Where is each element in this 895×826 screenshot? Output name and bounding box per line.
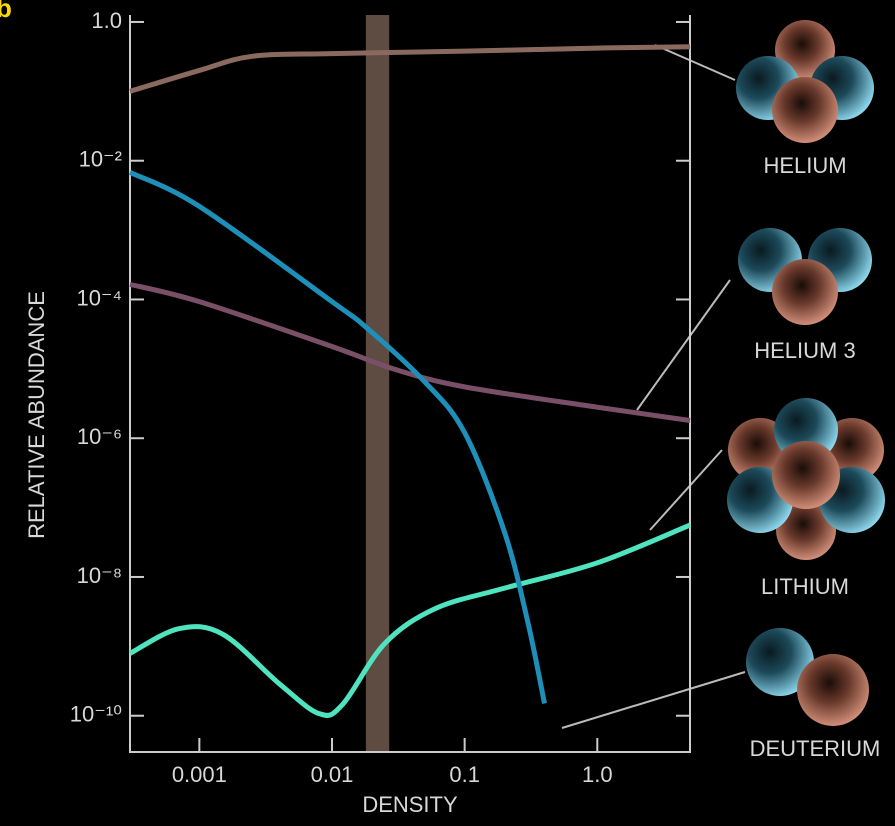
icon-helium3 — [738, 228, 872, 325]
icon-helium — [736, 20, 874, 143]
legend-label: DEUTERIUM — [750, 736, 881, 761]
chart: b DENSITY RELATIVE ABUNDANCE 1.0 10⁻² 10⁻⁴… — [0, 0, 895, 821]
legend-label: HELIUM 3 — [754, 338, 855, 363]
x-tick-label: 0.1 — [449, 762, 480, 787]
series-line — [130, 172, 545, 703]
y-tick-label: 10⁻⁸ — [77, 563, 122, 588]
series-line — [130, 284, 690, 420]
axis-frame — [130, 15, 690, 752]
legend-label: LITHIUM — [761, 574, 849, 599]
y-tick-label: 10⁻⁴ — [76, 285, 122, 310]
y-axis-title: RELATIVE ABUNDANCE — [24, 291, 49, 539]
series-line — [130, 525, 690, 715]
page: {"chart_data":{"type":"line","panel_labe… — [0, 0, 895, 821]
y-tick-label: 10⁻⁶ — [77, 424, 122, 449]
x-tick-label: 0.001 — [172, 762, 227, 787]
x-tick-label: 0.01 — [311, 762, 354, 787]
x-tick-label: 1.0 — [582, 762, 613, 787]
x-axis-title: DENSITY — [362, 792, 458, 817]
icon-lithium — [727, 398, 885, 560]
panel-label: b — [0, 0, 12, 23]
y-tick-label: 1.0 — [91, 8, 122, 33]
legend-label: HELIUM — [763, 153, 846, 178]
y-tick-label: 10⁻² — [79, 147, 122, 172]
y-tick-label: 10⁻¹⁰ — [70, 702, 122, 727]
leader-lines — [562, 45, 745, 728]
icon-deuterium — [746, 628, 869, 726]
series-line — [130, 47, 690, 92]
